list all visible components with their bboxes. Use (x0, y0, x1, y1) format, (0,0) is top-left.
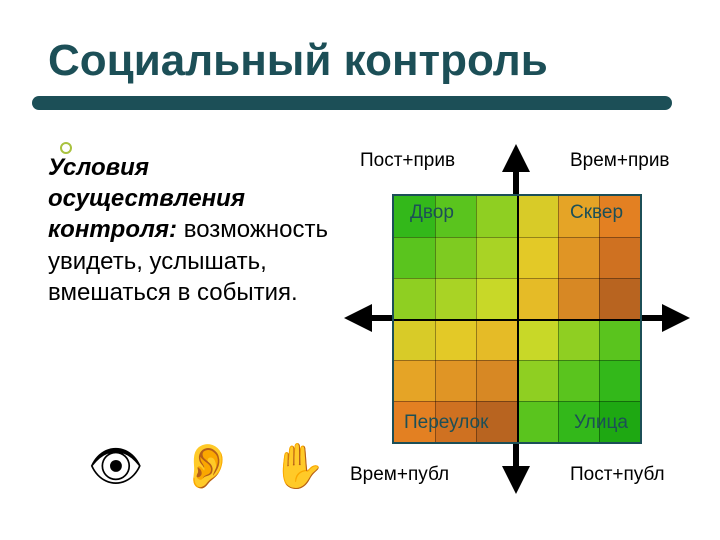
heat-cell (517, 401, 558, 442)
heat-cell (599, 278, 640, 319)
heat-cell (435, 278, 476, 319)
heat-cell (476, 196, 517, 237)
eye-icon: 👁 (88, 442, 156, 491)
heat-cell (517, 319, 558, 360)
quad-label-tl: Двор (410, 202, 454, 224)
heat-cell (394, 237, 435, 278)
quad-label-bl: Переулок (404, 412, 488, 434)
arrow-down (502, 466, 530, 494)
heat-cell (558, 237, 599, 278)
quad-label-tr: Сквер (570, 202, 623, 224)
page-title: Социальный контроль (48, 36, 548, 86)
heatmap-grid (392, 194, 642, 444)
arrow-up (502, 144, 530, 172)
left-text-block: Условия осуществления контроля: возможно… (48, 152, 328, 308)
heat-cell (394, 360, 435, 401)
heat-cell (517, 237, 558, 278)
arrow-up-stem (513, 170, 519, 194)
heat-cell (476, 237, 517, 278)
arrow-down-stem (513, 444, 519, 468)
heat-cell (435, 237, 476, 278)
heat-cell (435, 360, 476, 401)
quadrant-diagram: Пост+прив Врем+прив Врем+публ Пост+публ … (340, 150, 700, 500)
heat-cell (558, 360, 599, 401)
heat-cell (476, 360, 517, 401)
axis-label-bl: Врем+публ (350, 464, 449, 486)
heat-cell (599, 237, 640, 278)
quad-label-br: Улица (574, 412, 628, 434)
heat-cell (517, 196, 558, 237)
ear-icon: 👂 (180, 442, 247, 491)
title-underline (32, 96, 672, 110)
hand-icon: ✋ (271, 442, 338, 491)
heat-cell (558, 278, 599, 319)
heat-cell (517, 360, 558, 401)
heat-cell (476, 319, 517, 360)
arrow-right (662, 304, 690, 332)
heat-cell (599, 319, 640, 360)
axis-label-tr: Врем+прив (570, 150, 670, 172)
heat-cell (558, 319, 599, 360)
heat-cell (435, 319, 476, 360)
axis-label-tl: Пост+прив (360, 150, 455, 172)
heat-cell (394, 278, 435, 319)
heat-cell (394, 319, 435, 360)
heat-cell (476, 278, 517, 319)
axis-label-br: Пост+публ (570, 464, 665, 486)
heat-cell (599, 360, 640, 401)
arrow-left-stem (370, 315, 392, 321)
arrow-left (344, 304, 372, 332)
arrow-right-stem (642, 315, 664, 321)
heat-cell (517, 278, 558, 319)
icon-row: 👁 👂 ✋ (88, 440, 338, 492)
